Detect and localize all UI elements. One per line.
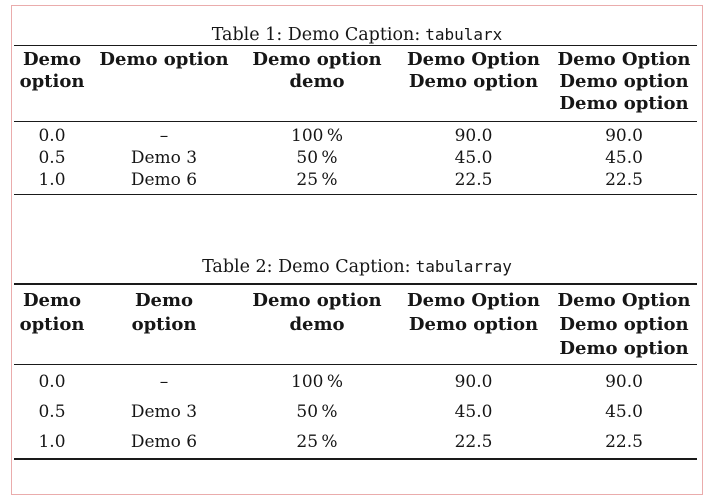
header-line: Demo Option <box>557 49 691 70</box>
header-line: Demo Option <box>407 290 540 311</box>
page-frame: Table 1: Demo Caption: tabularx Demo opti… <box>11 5 703 495</box>
table-cell: Demo 6 <box>130 432 198 452</box>
header-line: demo <box>289 314 345 335</box>
table1-row: 0.5 Demo 3 50 % 45.0 45.0 <box>14 147 697 169</box>
table-cell: 25 % <box>296 170 338 190</box>
header-line: Demo <box>22 49 82 70</box>
table-tabularx: Demo option Demo option Demo option demo… <box>14 45 697 195</box>
table1-column-header: Demo Option Demo option Demo option <box>551 46 697 122</box>
table2-caption: Table 2: Demo Caption: tabularray <box>12 257 702 277</box>
table2-caption-code: tabularray <box>415 257 512 276</box>
table2-caption-label: Table 2: Demo Caption: <box>202 257 411 277</box>
table1-caption-label: Table 1: Demo Caption: <box>211 25 421 45</box>
table-cell: 0.0 <box>38 372 66 392</box>
table-cell: 0.5 <box>38 402 66 422</box>
table2-header-row: Demo option Demo option Demo option demo… <box>14 284 697 365</box>
table2-column-header: Demo Option Demo option Demo option <box>551 284 697 365</box>
table2-column-header: Demo option <box>90 284 238 365</box>
table2-column-header: Demo option <box>14 284 90 365</box>
table-cell: Demo 6 <box>130 170 198 190</box>
table-cell: 90.0 <box>605 126 643 146</box>
table1-column-header: Demo Option Demo option <box>396 46 551 122</box>
table1-column-header: Demo option demo <box>238 46 396 122</box>
table-tabularray: Demo option Demo option Demo option demo… <box>14 283 697 460</box>
table-cell: 90.0 <box>605 372 643 392</box>
table-cell: 50 % <box>296 148 338 168</box>
table1-row: 0.0 – 100 % 90.0 90.0 <box>14 122 697 148</box>
table-cell: 50 % <box>296 402 338 422</box>
header-line: Demo option <box>408 71 539 92</box>
table1-caption-code: tabularx <box>425 25 503 44</box>
table-cell: 22.5 <box>454 170 493 190</box>
header-line: Demo option <box>99 49 229 70</box>
table2-row: 1.0 Demo 6 25 % 22.5 22.5 <box>14 427 697 459</box>
table2-column-header: Demo Option Demo option <box>396 284 551 365</box>
header-line: Demo option <box>559 93 689 114</box>
table-cell: 25 % <box>296 432 338 452</box>
header-line: option <box>131 314 197 335</box>
header-line: demo <box>289 71 345 92</box>
table-cell: 1.0 <box>38 170 66 190</box>
table1-row: 1.0 Demo 6 25 % 22.5 22.5 <box>14 169 697 195</box>
header-line: option <box>19 71 85 92</box>
table-cell: 22.5 <box>454 432 493 452</box>
table-cell: 45.0 <box>605 402 643 422</box>
table-cell: 0.5 <box>38 148 66 168</box>
table-cell: 45.0 <box>454 402 493 422</box>
table2-column-header: Demo option demo <box>238 284 396 365</box>
header-line: Demo Option <box>557 290 691 311</box>
header-line: Demo option <box>252 49 382 70</box>
header-line: Demo option <box>559 71 689 92</box>
header-line: option <box>19 314 85 335</box>
header-line: Demo option <box>559 314 689 335</box>
table-cell: 45.0 <box>605 148 643 168</box>
header-line: Demo <box>134 290 194 311</box>
header-line: Demo option <box>408 314 539 335</box>
table-cell: Demo 3 <box>130 402 198 422</box>
header-line: Demo <box>22 290 82 311</box>
header-line: Demo option <box>252 290 382 311</box>
table2-row: 0.5 Demo 3 50 % 45.0 45.0 <box>14 397 697 427</box>
table-cell: 1.0 <box>38 432 66 452</box>
table-cell: 22.5 <box>605 170 643 190</box>
table-cell: 0.0 <box>38 126 66 146</box>
table-cell: 100 % <box>291 126 343 146</box>
table-cell: – <box>159 126 169 146</box>
table-cell: 22.5 <box>605 432 643 452</box>
table2-row: 0.0 – 100 % 90.0 90.0 <box>14 365 697 398</box>
table-cell: – <box>159 372 169 392</box>
table-cell: 100 % <box>291 372 343 392</box>
table-cell: 90.0 <box>454 372 493 392</box>
header-line: Demo Option <box>407 49 540 70</box>
table-cell: Demo 3 <box>130 148 198 168</box>
table1-column-header: Demo option <box>14 46 90 122</box>
table1-caption: Table 1: Demo Caption: tabularx <box>12 25 702 45</box>
table1-column-header: Demo option <box>90 46 238 122</box>
table-cell: 90.0 <box>454 126 493 146</box>
table1-header-row: Demo option Demo option Demo option demo… <box>14 46 697 122</box>
table-cell: 45.0 <box>454 148 493 168</box>
header-line: Demo option <box>559 338 689 359</box>
